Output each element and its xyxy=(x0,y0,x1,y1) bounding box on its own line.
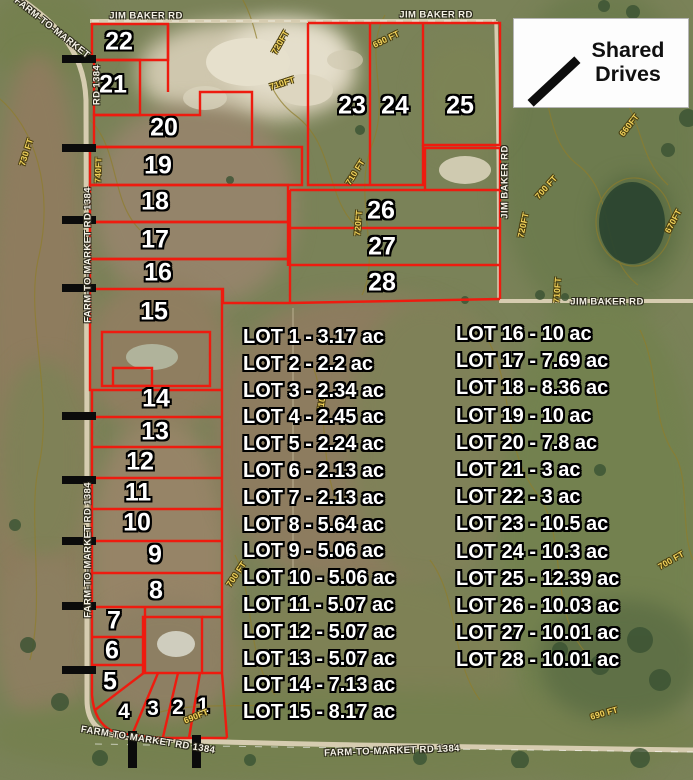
road-label: JIM BAKER RD xyxy=(499,145,511,219)
lot-list-entry: LOT 14 - 7.13 ac xyxy=(243,674,396,697)
lot-list-entry: LOT 3 - 2.34 ac xyxy=(243,379,385,402)
lot-number-label: 14 xyxy=(142,384,170,413)
lot-list-entry: LOT 9 - 5.06 ac xyxy=(243,540,385,563)
terrain-patch xyxy=(540,600,693,720)
lot-number-label: 5 xyxy=(103,667,117,696)
pond xyxy=(599,182,665,264)
lot-list-entry: LOT 15 - 8.17 ac xyxy=(243,701,396,724)
lot-number-label: 26 xyxy=(367,196,395,225)
road-label: JIM BAKER RD xyxy=(109,10,183,22)
shared-drive-markers xyxy=(62,55,201,768)
lot-number-label: 22 xyxy=(105,27,133,56)
lot-list-entry: LOT 23 - 10.5 ac xyxy=(456,513,609,536)
lot-list-entry: LOT 22 - 3 ac xyxy=(456,486,581,509)
lot-number-label: 28 xyxy=(368,268,396,297)
lot-number-label: 27 xyxy=(368,232,396,261)
lot-number-label: 16 xyxy=(144,258,172,287)
lot-list-entry: LOT 10 - 5.06 ac xyxy=(243,567,396,590)
lot-number-label: 13 xyxy=(141,417,169,446)
lot-list-entry: LOT 28 - 10.01 ac xyxy=(456,649,620,672)
lot-acreage-list-right: LOT 16 - 10 ac LOT 17 - 7.69 ac LOT 18 -… xyxy=(456,321,619,674)
road-center-dashes xyxy=(92,20,693,753)
lot-number-label: 6 xyxy=(105,636,119,665)
lot-list-entry: LOT 8 - 5.64 ac xyxy=(243,513,385,536)
lot-number-label: 17 xyxy=(141,225,169,254)
water-and-pads xyxy=(126,38,665,657)
lot-list-entry: LOT 25 - 12.39 ac xyxy=(456,567,620,590)
terrain-patch xyxy=(350,300,510,580)
lot-list-entry: LOT 16 - 10 ac xyxy=(456,323,592,345)
road-label: JIM BAKER RD xyxy=(570,296,644,308)
contour-label: 720FT xyxy=(352,209,364,237)
lot-number-label: 1 xyxy=(197,694,209,717)
contour-label: 710FT xyxy=(551,276,563,304)
lot-number-label: 10 xyxy=(123,508,151,537)
pond xyxy=(157,631,195,657)
pond xyxy=(126,344,178,370)
road-label: JIM BAKER RD xyxy=(399,9,473,21)
lot-list-entry: LOT 19 - 10 ac xyxy=(456,404,592,427)
lot-number-label: 4 xyxy=(118,700,130,723)
road-label: FARM-TO-MARKET RD 1384 xyxy=(82,187,94,323)
lot-list-entry: LOT 12 - 5.07 ac xyxy=(243,620,396,643)
lot-list-entry: LOT 7 - 2.13 ac xyxy=(243,486,385,509)
legend-icon-wrap xyxy=(514,19,581,107)
lot-list-entry: LOT 18 - 8.36 ac xyxy=(456,377,609,400)
lot-number-label: 7 xyxy=(107,606,121,635)
lot-list-entry: LOT 2 - 2.2 ac xyxy=(243,352,374,375)
lot-acreage-list-left: LOT 1 - 3.17 ac LOT 2 - 2.2 ac LOT 3 - 2… xyxy=(243,324,395,726)
lot-list-entry: LOT 26 - 10.03 ac xyxy=(456,594,620,617)
lot-list-entry: LOT 17 - 7.69 ac xyxy=(456,350,609,373)
lot-list-entry: LOT 4 - 2.45 ac xyxy=(243,406,385,429)
lot-list-entry: LOT 11 - 5.07 ac xyxy=(243,593,395,616)
lot-list-entry: LOT 5 - 2.24 ac xyxy=(243,433,385,456)
road-label: RD 1384 xyxy=(91,64,103,106)
lot-number-label: 12 xyxy=(126,447,154,476)
lot-number-label: 24 xyxy=(381,91,409,120)
contour-label: 740FT xyxy=(92,157,104,183)
lot-list-entry: LOT 21 - 3 ac xyxy=(456,458,581,481)
lot-list-entry: LOT 24 - 10.3 ac xyxy=(456,540,609,563)
road-label: FARM-TO-MARKET RD 1384 xyxy=(82,482,94,618)
lot-number-label: 21 xyxy=(99,70,127,99)
lot-list-entry: LOT 27 - 10.01 ac xyxy=(456,622,620,645)
lot-number-label: 15 xyxy=(140,297,168,326)
terrain-patch xyxy=(95,105,295,305)
lot-number-label: 19 xyxy=(144,151,172,180)
lot-list-entry: LOT 6 - 2.13 ac xyxy=(243,459,385,482)
lot-number-label: 11 xyxy=(124,478,152,507)
lot-number-label: 9 xyxy=(148,540,162,569)
lot-number-label: 2 xyxy=(172,696,184,719)
lot-number-label: 25 xyxy=(446,91,474,120)
legend-shared-drives: Shared Drives xyxy=(513,18,689,108)
pit xyxy=(439,156,491,184)
lot-list-entry: LOT 1 - 3.17 ac xyxy=(243,326,385,348)
lot-boundaries xyxy=(88,21,502,740)
lot-list-entry: LOT 20 - 7.8 ac xyxy=(456,431,598,454)
lot-number-label: 23 xyxy=(338,91,366,120)
lot-list-entry: LOT 13 - 5.07 ac xyxy=(243,647,396,670)
terrain-patch xyxy=(95,600,235,720)
lot-number-label: 20 xyxy=(150,113,178,142)
legend-label: Shared Drives xyxy=(591,38,665,86)
lot-number-label: 3 xyxy=(147,697,159,720)
lot-number-label: 8 xyxy=(149,576,163,605)
lot-number-label: 18 xyxy=(141,187,169,216)
terrain-patch xyxy=(420,40,510,150)
terrain-patch xyxy=(0,560,92,720)
shared-drive-line-icon xyxy=(527,56,581,107)
